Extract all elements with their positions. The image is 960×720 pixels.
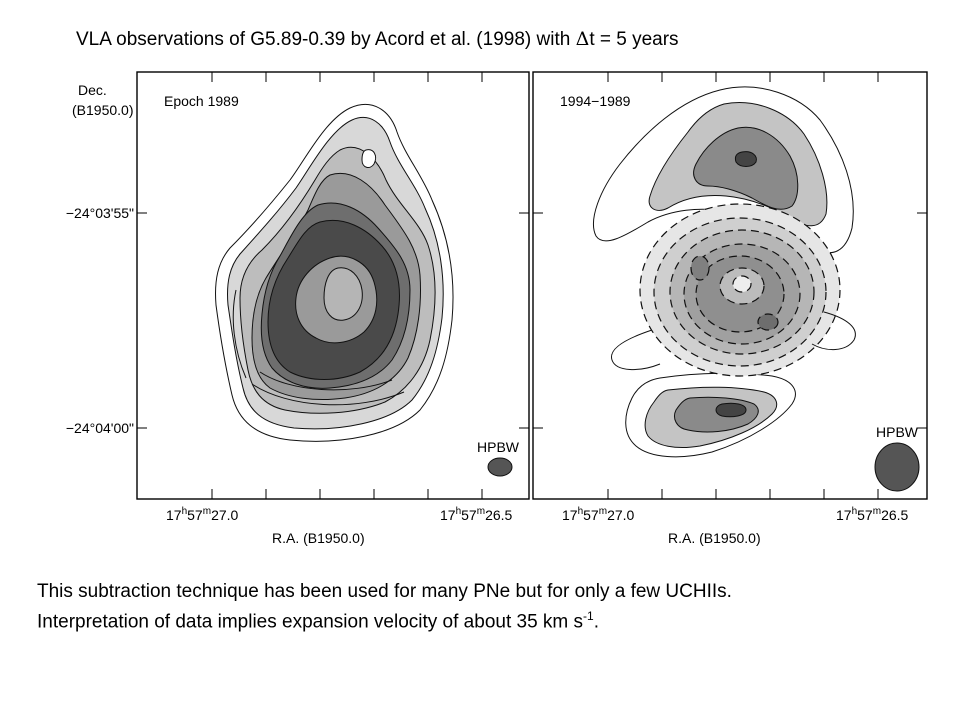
negative-contour-core <box>732 275 752 293</box>
positive-arc-top-core <box>734 151 757 167</box>
y-tick-top: −24°03'55" <box>66 205 134 221</box>
positive-arc-top-inner <box>693 126 799 210</box>
caption-superscript: -1 <box>583 609 594 623</box>
x-tick-left-panel-left: 17h57m27.0 <box>166 506 239 523</box>
beam-label-left: HPBW <box>477 439 520 455</box>
side-lobe-right <box>811 311 856 350</box>
side-lobe-left <box>611 329 661 370</box>
right-panel-ticks <box>533 72 927 499</box>
slide-caption: This subtraction technique has been used… <box>37 579 732 634</box>
slide-title: VLA observations of G5.89-0.39 by Acord … <box>76 28 679 51</box>
contour-core-hole <box>323 267 363 321</box>
negative-contour-side-left <box>690 255 710 281</box>
x-tick-right-panel-right: 17h57m26.5 <box>836 506 909 523</box>
caption-line-2: Interpretation of data implies expansion… <box>37 604 732 634</box>
panel-right-label: 1994−1989 <box>560 93 631 109</box>
left-panel-ticks <box>137 72 529 499</box>
y-tick-bottom: −24°04'00" <box>66 420 134 436</box>
positive-arc-bottom-core <box>715 402 747 418</box>
caption-line-2-end: . <box>593 611 599 633</box>
y-axis-label-line1: Dec. <box>78 82 107 98</box>
x-axis-label-left: R.A. (B1950.0) <box>272 530 365 546</box>
beam-ellipse-left <box>487 457 513 477</box>
x-tick-left-panel-right: 17h57m26.5 <box>440 506 513 523</box>
caption-line-1: This subtraction technique has been used… <box>37 581 732 602</box>
epoch-1989-contours <box>215 103 454 442</box>
x-tick-right-panel-left: 17h57m27.0 <box>562 506 635 523</box>
contour-lower-ring <box>259 371 393 391</box>
x-axis-label-right: R.A. (B1950.0) <box>668 530 761 546</box>
contour-left-ring <box>232 289 247 379</box>
title-prefix: VLA observations of G5.89-0.39 by Acord … <box>76 29 576 50</box>
y-axis-label-line2: (B1950.0) <box>72 102 133 118</box>
negative-contours <box>639 203 841 377</box>
contour-top-nub <box>361 149 377 168</box>
caption-line-2-text: Interpretation of data implies expansion… <box>37 611 584 633</box>
panel-left-label: Epoch 1989 <box>164 93 239 109</box>
contour-lower-ring-2 <box>251 383 405 406</box>
delta-symbol: Δ <box>575 28 590 50</box>
title-suffix: t = 5 years <box>589 29 679 50</box>
negative-contour-side-right <box>757 313 779 331</box>
difference-contours <box>593 86 854 458</box>
beam-ellipse-right <box>874 442 920 492</box>
beam-label-right: HPBW <box>876 424 919 440</box>
side-lobes <box>611 311 856 370</box>
